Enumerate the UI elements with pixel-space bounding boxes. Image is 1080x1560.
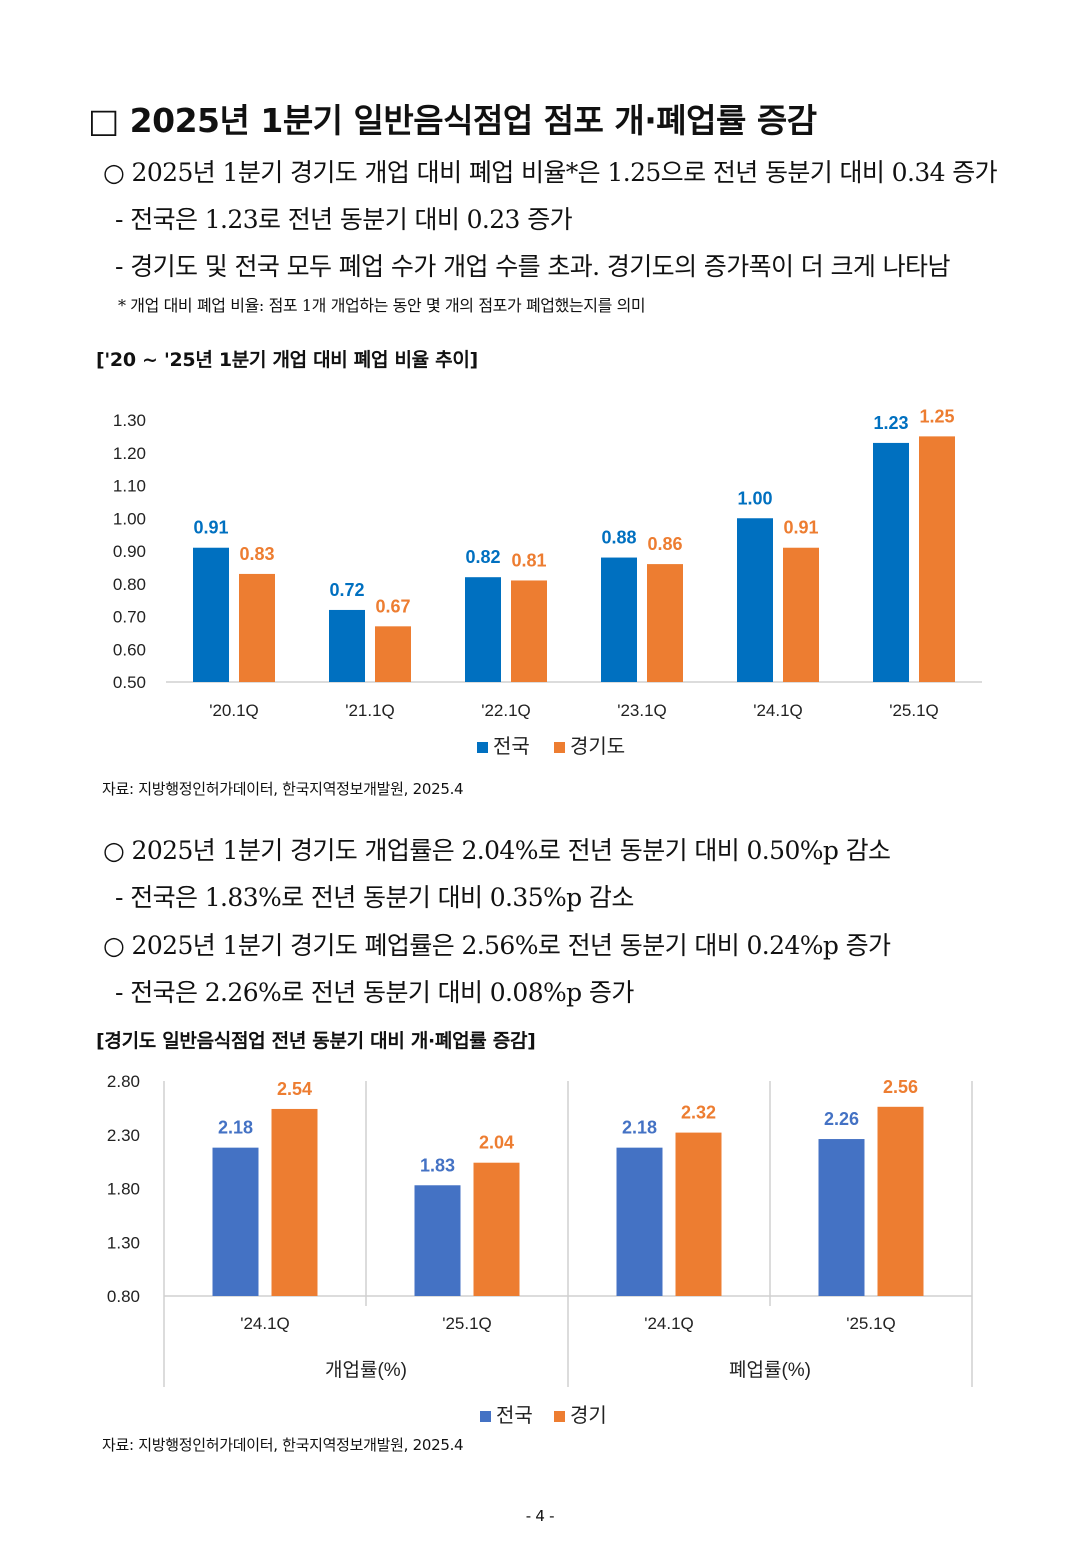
y-tick-label: 1.20 xyxy=(113,444,146,463)
data-label: 0.72 xyxy=(329,580,364,600)
bar-national xyxy=(616,1147,663,1296)
source-note-2: 자료: 지방행정인허가데이터, 한국지역정보개발원, 2025.4 xyxy=(102,1436,464,1454)
data-label: 0.81 xyxy=(511,550,546,570)
data-label: 1.00 xyxy=(737,488,772,508)
legend-swatch-gyeonggi xyxy=(554,742,565,753)
para2-line1: ○ 2025년 1분기 경기도 개업률은 2.04%로 전년 동분기 대비 0.… xyxy=(103,836,891,865)
y-tick-label: 0.60 xyxy=(113,640,146,659)
data-label: 1.83 xyxy=(420,1155,455,1175)
y-tick-label: 0.80 xyxy=(107,1287,140,1306)
bar-gyeonggi xyxy=(783,547,819,682)
legend-label-national: 전국 xyxy=(496,1404,533,1427)
x-tick-label: '24.1Q xyxy=(240,1314,290,1333)
y-tick-label: 2.30 xyxy=(107,1126,140,1145)
page-number: - 4 - xyxy=(525,1507,555,1525)
x-tick-label: '24.1Q xyxy=(753,701,803,720)
bar-national xyxy=(873,442,909,682)
x-tick-label: '25.1Q xyxy=(442,1314,492,1333)
y-tick-label: 1.10 xyxy=(113,477,146,496)
bar-gyeonggi xyxy=(877,1106,924,1296)
y-tick-label: 0.70 xyxy=(113,608,146,627)
data-label: 2.32 xyxy=(681,1103,716,1123)
bar-gyeonggi xyxy=(647,564,683,682)
y-tick-label: 1.30 xyxy=(113,411,146,430)
bar-national xyxy=(212,1147,259,1296)
data-label: 0.91 xyxy=(783,518,818,538)
bar-gyeonggi xyxy=(675,1132,722,1296)
bar-gyeonggi xyxy=(271,1108,318,1296)
bar-national xyxy=(414,1185,461,1296)
data-label: 0.82 xyxy=(465,547,500,567)
para2-line2: - 전국은 1.83%로 전년 동분기 대비 0.35%p 감소 xyxy=(115,883,634,912)
group-label: 폐업률(%) xyxy=(729,1359,811,1381)
bar-national xyxy=(737,518,773,682)
x-tick-label: '21.1Q xyxy=(345,701,395,720)
x-tick-label: '20.1Q xyxy=(209,701,259,720)
legend-label-national: 전국 xyxy=(493,735,530,758)
footnote: * 개업 대비 폐업 비율: 점포 1개 개업하는 동안 몇 개의 점포가 폐업… xyxy=(118,296,646,315)
data-label: 0.67 xyxy=(375,596,410,616)
data-label: 2.56 xyxy=(883,1077,918,1097)
data-label: 0.86 xyxy=(647,534,682,554)
y-tick-label: 0.50 xyxy=(113,673,146,692)
bar-national xyxy=(329,609,365,682)
legend-label-gyeonggi: 경기 xyxy=(570,1404,607,1427)
y-tick-label: 1.80 xyxy=(107,1180,140,1199)
data-label: 2.04 xyxy=(479,1133,514,1153)
para1-line2: - 전국은 1.23로 전년 동분기 대비 0.23 증가 xyxy=(115,205,573,234)
y-tick-label: 0.80 xyxy=(113,575,146,594)
page-heading: □ 2025년 1분기 일반음식점업 점포 개·폐업률 증감 xyxy=(88,101,817,140)
y-tick-label: 0.90 xyxy=(113,542,146,561)
legend-label-gyeonggi: 경기도 xyxy=(570,735,625,758)
x-tick-label: '25.1Q xyxy=(846,1314,896,1333)
para2-line4: - 전국은 2.26%로 전년 동분기 대비 0.08%p 증가 xyxy=(115,978,634,1007)
bar-national xyxy=(193,547,229,682)
data-label: 0.91 xyxy=(193,518,228,538)
bar-gyeonggi xyxy=(239,573,275,682)
legend-swatch-gyeonggi xyxy=(554,1411,565,1422)
y-tick-label: 1.00 xyxy=(113,509,146,528)
bar-gyeonggi xyxy=(375,626,411,682)
chart2: 0.80 1.30 1.80 2.30 2.80 '24.1Q 2.18 2.54 '25.1Q… xyxy=(107,1072,973,1427)
source-note-1: 자료: 지방행정인허가데이터, 한국지역정보개발원, 2025.4 xyxy=(102,780,464,798)
data-label: 2.18 xyxy=(622,1118,657,1138)
data-label: 1.25 xyxy=(919,406,954,426)
data-label: 2.18 xyxy=(218,1118,253,1138)
group-label: 개업률(%) xyxy=(325,1359,407,1381)
chart1-title: ['20 ~ '25년 1분기 개업 대비 폐업 비율 추이] xyxy=(96,349,478,371)
bar-national xyxy=(465,577,501,682)
data-label: 2.26 xyxy=(824,1109,859,1129)
chart2-title: [경기도 일반음식점업 전년 동분기 대비 개·폐업률 증감] xyxy=(96,1030,536,1052)
para2-line3: ○ 2025년 1분기 경기도 폐업률은 2.56%로 전년 동분기 대비 0.… xyxy=(103,931,891,960)
x-tick-label: '25.1Q xyxy=(889,701,939,720)
data-label: 2.54 xyxy=(277,1079,312,1099)
bar-gyeonggi xyxy=(919,436,955,682)
x-tick-label: '23.1Q xyxy=(617,701,667,720)
bar-gyeonggi xyxy=(473,1162,520,1296)
data-label: 0.88 xyxy=(601,528,636,548)
para1-line3: - 경기도 및 전국 모두 폐업 수가 개업 수를 초과. 경기도의 증가폭이 … xyxy=(115,252,950,281)
y-tick-label: 1.30 xyxy=(107,1233,140,1252)
legend-swatch-national xyxy=(480,1411,491,1422)
para1-line1: ○ 2025년 1분기 경기도 개업 대비 폐업 비율*은 1.25으로 전년 … xyxy=(103,158,998,187)
bar-gyeonggi xyxy=(511,580,547,682)
bar-national xyxy=(818,1139,865,1296)
bar-national xyxy=(601,557,637,682)
data-label: 0.83 xyxy=(239,544,274,564)
legend-swatch-national xyxy=(477,742,488,753)
x-tick-label: '24.1Q xyxy=(644,1314,694,1333)
y-tick-label: 2.80 xyxy=(107,1072,140,1091)
data-label: 1.23 xyxy=(873,413,908,433)
chart1: 0.50 0.60 0.70 0.80 0.90 1.00 1.10 1.20 1.30 '20.… xyxy=(113,406,982,758)
x-tick-label: '22.1Q xyxy=(481,701,531,720)
